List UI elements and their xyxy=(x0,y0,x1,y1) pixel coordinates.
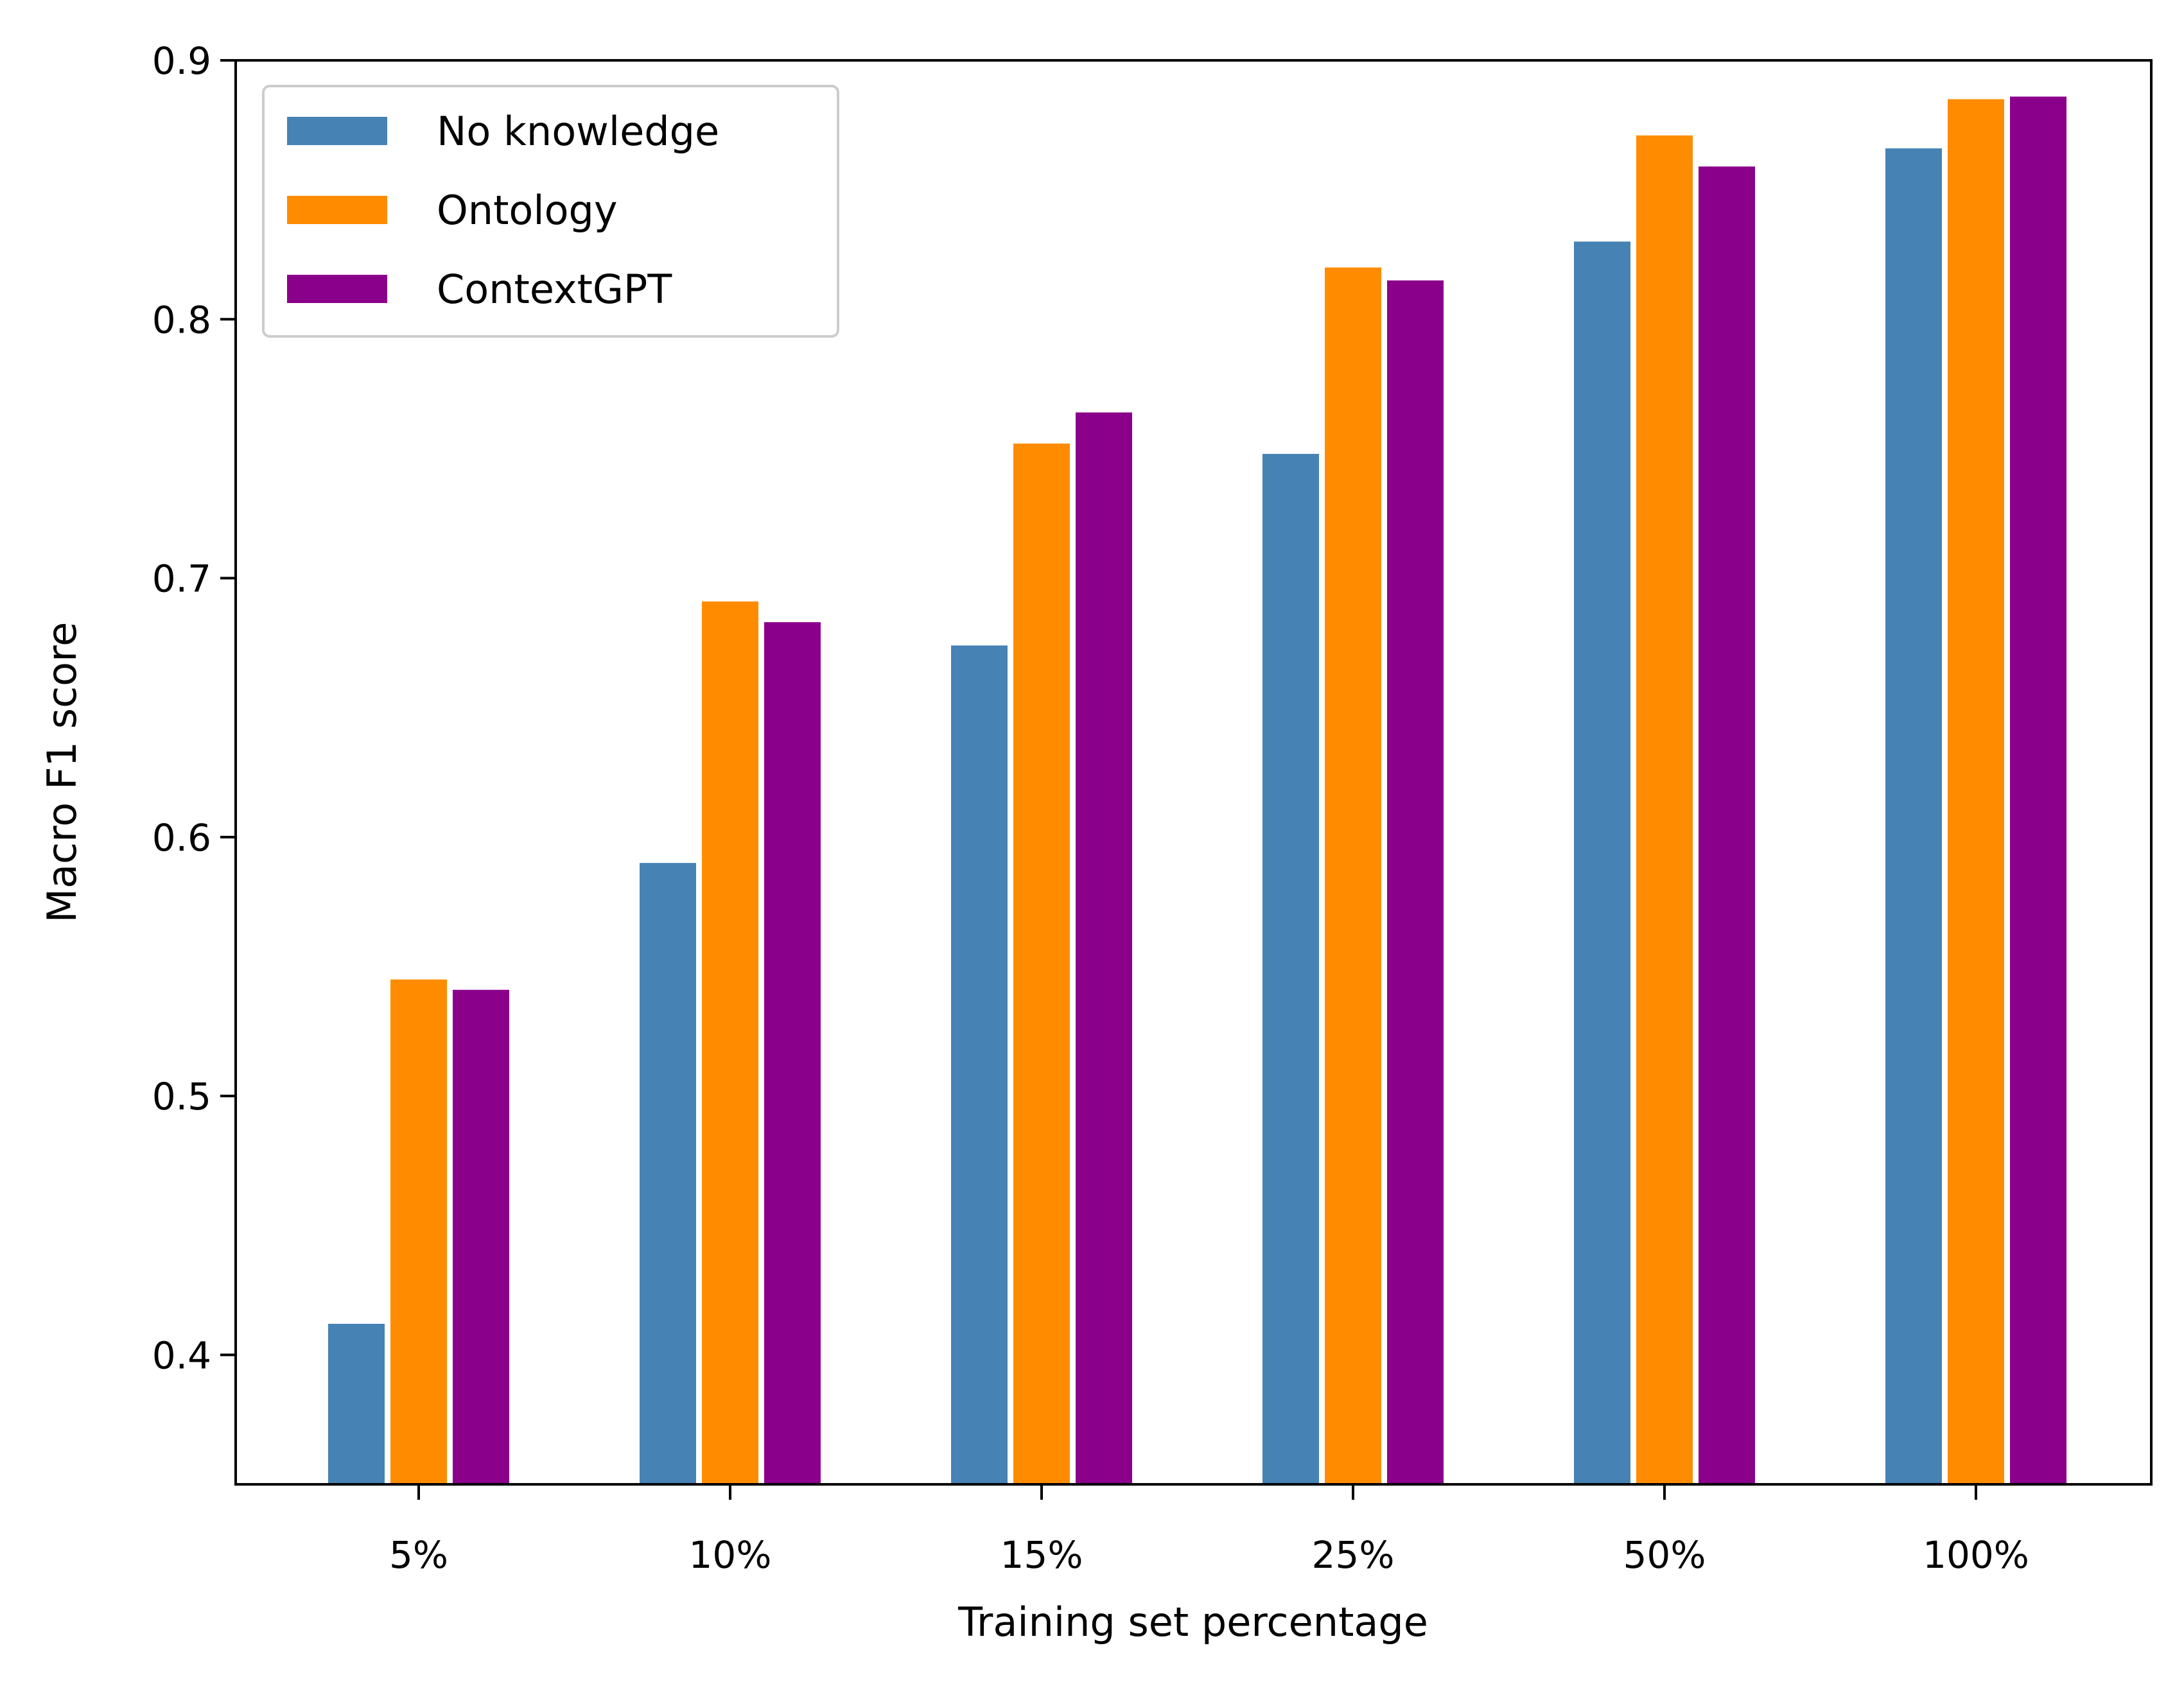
y-tick-label: 0.6 xyxy=(152,816,211,860)
plot-area-frame xyxy=(234,59,2153,1486)
bar-ontology-4 xyxy=(1636,135,1693,1484)
x-axis-title: Training set percentage xyxy=(957,1599,1428,1645)
y-tick-label: 0.9 xyxy=(152,39,211,83)
bar-ontology-0 xyxy=(390,979,447,1484)
bar-no-knowledge-3 xyxy=(1262,453,1319,1484)
bar-ontology-2 xyxy=(1013,443,1070,1484)
y-tick-label: 0.5 xyxy=(152,1075,211,1118)
x-tick-label: 100% xyxy=(1923,1533,2029,1577)
bar-no-knowledge-4 xyxy=(1574,241,1630,1485)
bar-contextgpt-5 xyxy=(2010,96,2066,1484)
bars-group xyxy=(328,96,2066,1485)
legend-swatch-no-knowledge xyxy=(287,117,387,145)
legend: No knowledge Ontology ContextGPT xyxy=(262,85,839,338)
x-axis: 5% 10% 15% 25% 50% 100% xyxy=(389,1484,2029,1577)
bar-contextgpt-4 xyxy=(1699,166,1755,1485)
legend-label-contextgpt: ContextGPT xyxy=(437,266,672,313)
bar-no-knowledge-2 xyxy=(951,645,1008,1484)
bar-ontology-5 xyxy=(1948,99,2004,1484)
x-tick-label: 5% xyxy=(389,1533,448,1577)
bar-ontology-3 xyxy=(1325,267,1381,1485)
legend-label-ontology: Ontology xyxy=(437,187,618,234)
y-axis-title: Macro F1 score xyxy=(39,622,85,923)
legend-frame xyxy=(262,85,839,338)
bar-contextgpt-1 xyxy=(764,622,821,1484)
x-tick-label: 15% xyxy=(1000,1533,1083,1577)
y-tick-label: 0.7 xyxy=(152,557,211,601)
bar-contextgpt-3 xyxy=(1387,280,1444,1484)
x-tick-label: 50% xyxy=(1623,1533,1706,1577)
bar-no-knowledge-0 xyxy=(328,1323,385,1484)
legend-swatch-contextgpt xyxy=(287,275,387,303)
bar-ontology-1 xyxy=(702,601,758,1484)
legend-label-no-knowledge: No knowledge xyxy=(437,108,719,155)
bar-contextgpt-2 xyxy=(1076,412,1132,1484)
legend-swatch-ontology xyxy=(287,196,387,224)
y-tick-label: 0.4 xyxy=(152,1333,211,1377)
x-tick-label: 25% xyxy=(1312,1533,1395,1577)
y-axis: 0.4 0.5 0.6 0.7 0.8 0.9 xyxy=(152,39,236,1377)
bar-no-knowledge-1 xyxy=(640,863,696,1484)
bar-contextgpt-0 xyxy=(453,989,509,1484)
bar-no-knowledge-5 xyxy=(1885,148,1942,1484)
y-tick-label: 0.8 xyxy=(152,298,211,342)
x-tick-label: 10% xyxy=(689,1533,772,1577)
